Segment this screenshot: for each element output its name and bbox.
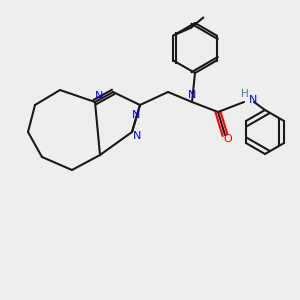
Text: H: H — [241, 89, 249, 99]
Text: N: N — [188, 90, 196, 100]
Text: N: N — [133, 131, 141, 141]
Text: O: O — [224, 134, 232, 144]
Text: N: N — [132, 110, 140, 120]
Text: N: N — [95, 91, 103, 101]
Text: N: N — [249, 95, 257, 105]
